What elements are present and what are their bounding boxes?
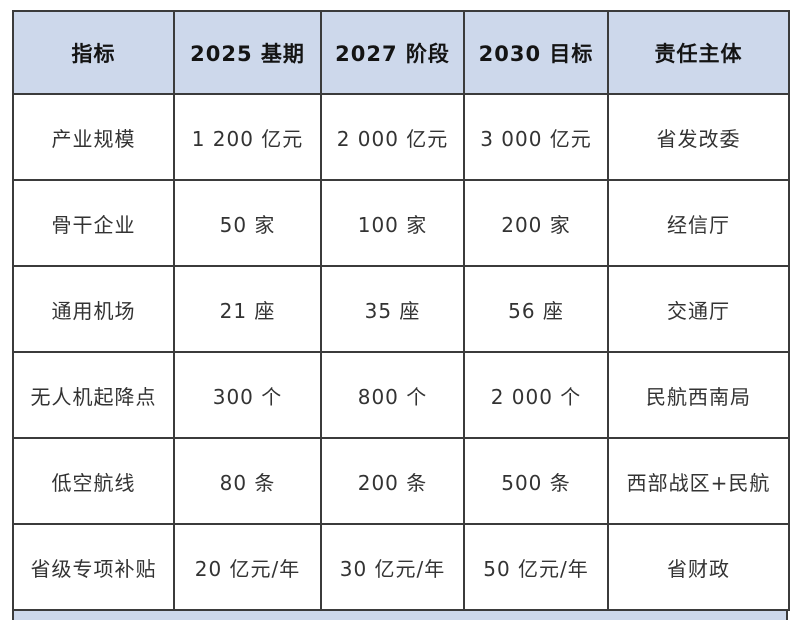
cell-2027-value: 35 座 — [320, 265, 465, 353]
table-row: 省级专项补贴 20 亿元/年 30 亿元/年 50 亿元/年 省财政 — [12, 523, 790, 611]
cell-2025-value: 50 家 — [173, 179, 322, 267]
header-cell-indicator: 指标 — [12, 10, 175, 95]
cell-2030-value: 2 000 个 — [463, 351, 609, 439]
cell-owner: 西部战区+民航 — [607, 437, 790, 525]
cell-2027-value: 100 家 — [320, 179, 465, 267]
cell-2030-value: 3 000 亿元 — [463, 93, 609, 181]
cell-2025-value: 21 座 — [173, 265, 322, 353]
header-cell-2025-base: 2025 基期 — [173, 10, 322, 95]
cell-indicator: 低空航线 — [12, 437, 175, 525]
goals-table: 指标 2025 基期 2027 阶段 2030 目标 责任主体 产业规模 1 2… — [12, 10, 790, 611]
cell-indicator: 省级专项补贴 — [12, 523, 175, 611]
next-table-header-partial — [12, 611, 788, 620]
cell-indicator: 产业规模 — [12, 93, 175, 181]
header-row: 指标 2025 基期 2027 阶段 2030 目标 责任主体 — [12, 10, 790, 95]
table-row: 产业规模 1 200 亿元 2 000 亿元 3 000 亿元 省发改委 — [12, 93, 790, 181]
cell-2027-value: 200 条 — [320, 437, 465, 525]
header-cell-owner: 责任主体 — [607, 10, 790, 95]
table-row: 骨干企业 50 家 100 家 200 家 经信厅 — [12, 179, 790, 267]
cell-2027-value: 30 亿元/年 — [320, 523, 465, 611]
cell-owner: 省财政 — [607, 523, 790, 611]
cell-2030-value: 500 条 — [463, 437, 609, 525]
cell-indicator: 无人机起降点 — [12, 351, 175, 439]
header-cell-2030-target: 2030 目标 — [463, 10, 609, 95]
cell-owner: 交通厅 — [607, 265, 790, 353]
cell-2025-value: 20 亿元/年 — [173, 523, 322, 611]
table-row: 低空航线 80 条 200 条 500 条 西部战区+民航 — [12, 437, 790, 525]
cell-indicator: 骨干企业 — [12, 179, 175, 267]
header-cell-2027-stage: 2027 阶段 — [320, 10, 465, 95]
cell-owner: 经信厅 — [607, 179, 790, 267]
cell-2025-value: 80 条 — [173, 437, 322, 525]
cell-2030-value: 200 家 — [463, 179, 609, 267]
cell-indicator: 通用机场 — [12, 265, 175, 353]
cell-2025-value: 300 个 — [173, 351, 322, 439]
cell-2027-value: 800 个 — [320, 351, 465, 439]
cell-2030-value: 50 亿元/年 — [463, 523, 609, 611]
table-row: 通用机场 21 座 35 座 56 座 交通厅 — [12, 265, 790, 353]
cell-2030-value: 56 座 — [463, 265, 609, 353]
cell-2025-value: 1 200 亿元 — [173, 93, 322, 181]
goals-table-container: 指标 2025 基期 2027 阶段 2030 目标 责任主体 产业规模 1 2… — [12, 10, 790, 620]
cell-owner: 省发改委 — [607, 93, 790, 181]
cell-2027-value: 2 000 亿元 — [320, 93, 465, 181]
table-row: 无人机起降点 300 个 800 个 2 000 个 民航西南局 — [12, 351, 790, 439]
cell-owner: 民航西南局 — [607, 351, 790, 439]
